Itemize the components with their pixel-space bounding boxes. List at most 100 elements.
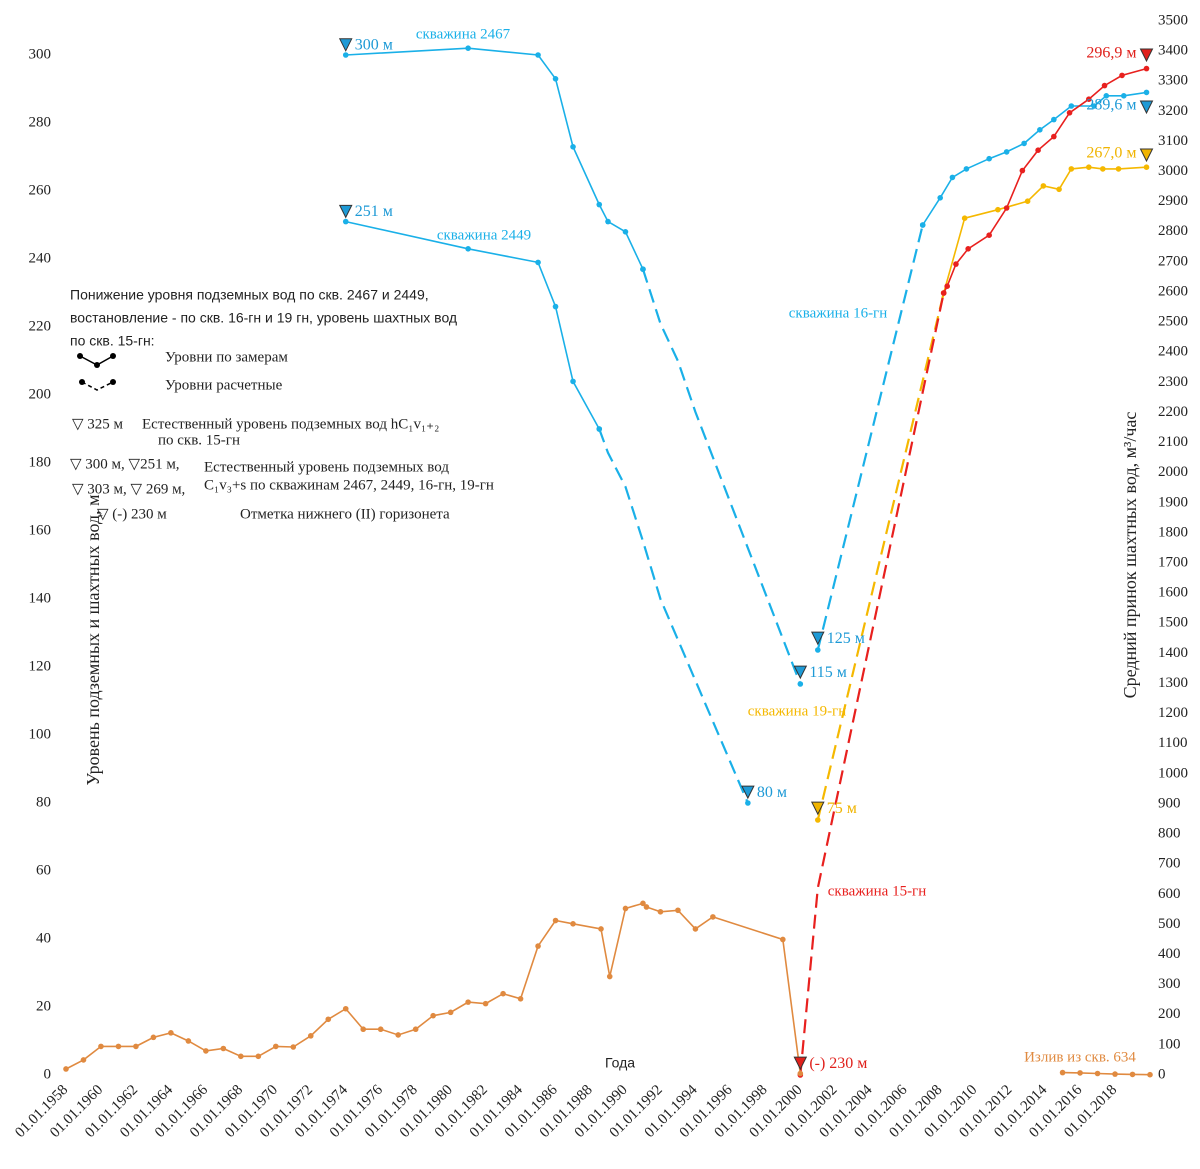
level-marker [793,665,808,680]
marker-label: 296,9 м [1086,45,1136,62]
data-point [1068,103,1075,109]
y2-tick-label: 2500 [1158,314,1188,330]
y2-tick-label: 2000 [1158,464,1188,480]
data-point [949,174,956,181]
y2-tick-label: 3300 [1158,73,1188,89]
y2-tick-label: 1200 [1158,705,1188,721]
data-point [168,1030,174,1036]
y2-tick-label: 3200 [1158,103,1188,119]
legend-label: Уровни расчетные [165,377,283,393]
y-tick-label: 100 [29,726,52,742]
data-point [552,76,559,82]
x-axis-title: Года [605,1055,635,1071]
y2-tick-label: 2700 [1158,253,1188,269]
data-point [596,201,603,208]
y2-tick-label: 0 [1158,1066,1166,1082]
data-point [1129,1071,1136,1078]
data-point [325,1016,332,1023]
series-label: скважина 19-гн [748,703,847,719]
data-point [622,229,629,235]
data-point [963,166,970,172]
marker-label: 80 м [757,784,787,801]
data-point [1101,82,1108,89]
data-point [1147,1071,1153,1078]
data-point [342,1005,349,1012]
data-point [342,218,349,225]
data-point [815,647,821,653]
y-tick-label: 60 [36,862,51,878]
data-point [255,1053,262,1060]
level-marker [793,1056,808,1071]
data-point [986,232,992,238]
note-text: Отметка нижнего (II) горизонета [240,506,450,522]
series-line [799,292,945,1076]
series-label: скважина 16-гн [789,305,888,321]
data-point [780,936,786,943]
y2-tick-label: 3400 [1158,43,1188,59]
level-marker [1139,100,1154,115]
y2-tick-label: 1000 [1158,765,1188,781]
y-tick-label: 240 [29,250,52,266]
data-point [395,1032,401,1038]
data-point [1019,167,1026,174]
data-point [342,52,349,58]
data-point [1040,183,1047,189]
data-point [940,290,947,296]
data-point [692,926,699,932]
data-point [745,800,751,806]
level-marker [1139,148,1154,163]
data-point [622,905,629,912]
legend-symbol [81,381,114,391]
note-text: Естественный уровень подземных вод [204,459,449,475]
marker-label: 75 м [827,800,857,817]
y2-tick-label: 1500 [1158,615,1188,631]
y2-tick-label: 600 [1158,886,1181,902]
series-line [1062,1071,1151,1076]
data-point [290,1044,297,1050]
y2-axis-title: Средний принок шахтных вод, м³/час [1120,412,1140,699]
data-point [995,206,1001,213]
note-heading: востановление - по скв. 16-гн и 19 гн, у… [70,310,457,326]
data-point [517,996,524,1002]
data-point [1086,164,1092,170]
data-point [570,144,576,150]
legend-symbol [94,362,100,368]
y-tick-label: 260 [29,182,52,198]
y2-tick-label: 2800 [1158,223,1188,239]
y-tick-label: 220 [29,318,52,334]
data-point [552,303,559,310]
data-point [63,1066,69,1072]
y2-tick-label: 1300 [1158,675,1188,691]
y-tick-label: 280 [29,114,52,130]
data-point [412,1026,419,1033]
data-point [220,1045,227,1052]
data-point [657,908,664,915]
note-text: ▽ 303 м, ▽ 269 м, [72,481,185,497]
data-point [1103,93,1110,99]
data-point [1035,147,1041,153]
y-tick-label: 80 [36,794,51,810]
level-marker [741,785,755,800]
y2-tick-label: 800 [1158,826,1181,842]
marker-label: 289,6 м [1086,97,1136,114]
data-point [643,904,650,910]
legend-symbol [110,379,116,385]
note-text: ▽ (-) 230 м [97,506,167,522]
y-tick-label: 160 [29,522,52,538]
series-line [65,902,802,1074]
data-point [1119,72,1125,79]
y2-tick-label: 700 [1158,856,1181,872]
marker-label: 251 м [355,203,393,220]
y2-tick-label: 1700 [1158,554,1188,570]
y2-tick-label: 2200 [1158,404,1188,420]
data-point [1024,198,1031,204]
data-point [1112,1071,1118,1077]
data-point [961,215,968,221]
y2-tick-label: 3500 [1158,12,1188,28]
data-point [377,1026,384,1033]
data-point [115,1043,122,1050]
data-point [430,1012,436,1019]
y2-tick-label: 300 [1158,976,1181,992]
y2-tick-label: 1100 [1158,735,1187,751]
